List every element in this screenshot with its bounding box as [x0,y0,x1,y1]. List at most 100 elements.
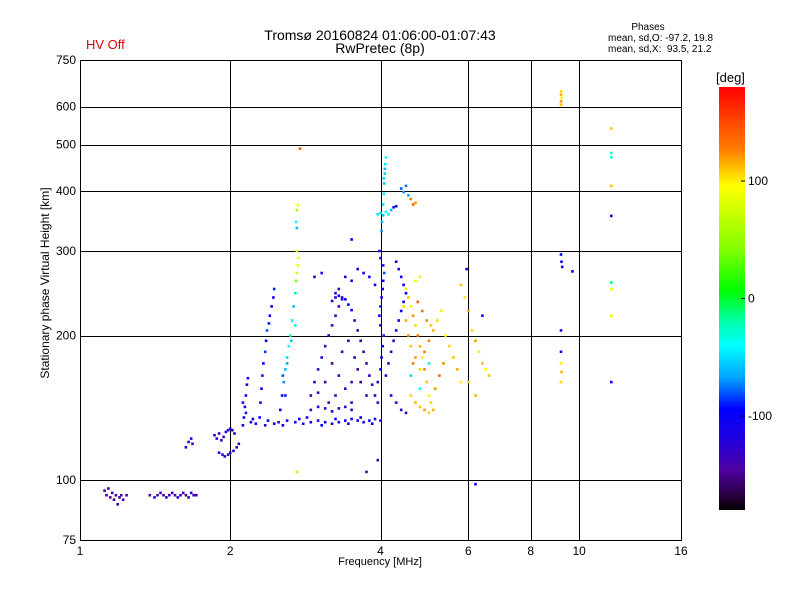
data-point [376,380,380,384]
data-point [407,296,410,299]
data-point [402,190,405,194]
data-point [379,324,382,327]
data-point [347,422,350,425]
data-point [294,220,298,224]
x-tick-label: 10 [572,544,586,558]
data-point [187,496,190,499]
data-point [356,419,359,422]
data-point [365,362,368,365]
data-point [344,405,347,409]
data-point [418,344,422,348]
data-point [350,417,353,421]
data-point [427,411,431,415]
data-point [195,493,198,497]
data-point [452,356,455,359]
data-point [421,356,424,359]
data-point [232,449,235,453]
data-point [474,482,477,486]
data-point [381,264,385,267]
data-point [560,96,563,100]
data-point [425,319,428,322]
data-point [263,350,267,354]
data-point [470,329,474,332]
data-point [292,305,295,308]
y-tick-label: 75 [63,533,77,547]
data-point [394,329,398,332]
data-point [373,283,377,287]
y-tick-label: 300 [56,244,76,258]
data-point [249,420,253,424]
data-point [387,362,390,365]
data-point [610,151,613,155]
data-point [378,314,381,317]
data-point [559,253,563,256]
data-point [359,380,362,384]
data-point [383,167,387,171]
data-point [284,394,287,397]
data-point [442,362,445,365]
data-point [414,356,417,359]
data-point [297,256,300,260]
data-point [184,493,188,497]
data-point [414,279,417,283]
data-point [610,281,613,284]
y-tick-label: 750 [56,53,76,67]
data-point [330,324,334,327]
data-point [340,350,344,354]
data-point [162,493,165,497]
data-point [265,329,269,332]
data-point [294,420,297,424]
data-point [316,405,320,409]
data-point [217,432,221,435]
data-point [237,442,241,446]
colorbar-label: [deg] [716,70,745,85]
data-point [409,374,413,377]
data-point [246,376,250,380]
data-point [281,374,285,377]
data-point [272,422,276,425]
data-point [411,203,415,206]
data-point [381,279,385,283]
data-point [344,275,347,279]
data-point [290,319,294,322]
data-point [305,416,309,419]
data-point [340,298,344,301]
data-point [610,156,613,159]
data-point [350,380,353,384]
data-point [392,339,395,343]
data-point [381,214,385,217]
data-point [431,408,435,412]
data-point [260,387,263,390]
data-point [384,374,388,377]
data-point [337,305,341,308]
data-point [263,424,267,427]
data-point [285,356,289,359]
data-point [173,493,177,497]
data-point [301,422,305,425]
data-point [320,356,323,359]
data-point [323,344,327,348]
data-point [381,344,384,348]
data-point [356,329,359,332]
data-point [105,493,108,497]
data-point [384,162,387,166]
tick-labels: 1 2 4 6 8 10 16 75 100 200 300 400 500 600 750 100 0 -100 [56,53,772,558]
data-point [295,208,299,212]
data-point [295,271,299,275]
data-point [407,194,410,197]
data-point [414,201,417,205]
data-point [402,305,405,308]
data-point [330,299,334,303]
data-point [467,380,470,384]
data-point [220,439,223,442]
data-point [389,208,393,212]
data-point [268,314,272,317]
data-point [362,271,365,275]
data-point [226,428,230,432]
data-point [376,212,380,216]
data-point [235,446,238,449]
data-point [313,380,316,384]
data-point [407,334,410,337]
data-point [404,319,408,322]
data-point [404,287,408,291]
